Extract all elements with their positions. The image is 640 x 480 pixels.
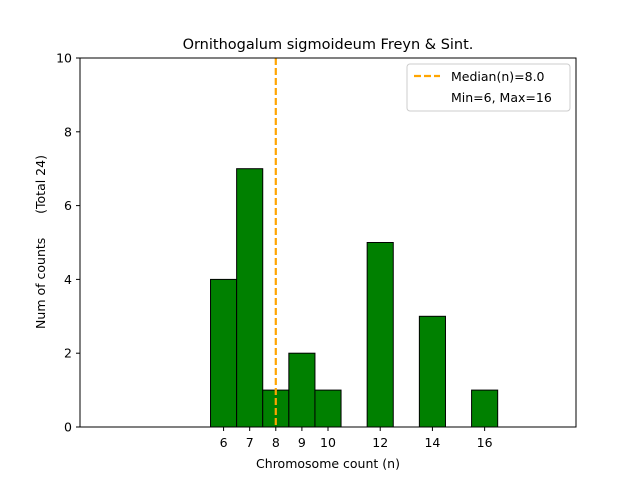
x-tick-label: 7	[246, 435, 254, 450]
x-tick-label: 9	[298, 435, 306, 450]
y-axis-label: Num of counts (Total 24)	[33, 155, 48, 329]
bar-n-12	[366, 242, 394, 428]
y-tick-label: 6	[64, 198, 72, 213]
x-tick-label: 10	[320, 435, 336, 450]
legend-minmax-label: Min=6, Max=16	[451, 90, 552, 105]
bars-group	[210, 168, 499, 428]
legend-median-label: Median(n)=8.0	[451, 69, 545, 84]
legend: Median(n)=8.0 Min=6, Max=16	[406, 63, 571, 112]
x-axis-label: Chromosome count (n)	[256, 456, 400, 471]
chart-title: Ornithogalum sigmoideum Freyn & Sint.	[183, 37, 474, 53]
bar-n-10	[314, 389, 342, 428]
y-tick-label: 10	[56, 51, 72, 66]
y-tick-label: 2	[64, 346, 72, 361]
legend-box	[406, 63, 571, 112]
y-tick-label: 8	[64, 124, 72, 139]
bar-n-7	[236, 168, 264, 428]
y-tick-label: 0	[64, 420, 72, 435]
x-tick-label: 12	[372, 435, 388, 450]
bar-n-14	[418, 315, 446, 428]
y-tick-label: 4	[64, 272, 72, 287]
x-tick-label: 8	[272, 435, 280, 450]
x-ticks: 6 7 8 9 10 12 14 16	[220, 427, 493, 450]
bar-n-9	[288, 352, 316, 428]
x-tick-label: 16	[477, 435, 493, 450]
x-tick-label: 6	[220, 435, 228, 450]
y-ticks: 0 2 4 6 8 10	[56, 51, 80, 435]
x-tick-label: 14	[424, 435, 440, 450]
bar-n-16	[471, 389, 499, 428]
bar-n-6	[210, 278, 238, 428]
